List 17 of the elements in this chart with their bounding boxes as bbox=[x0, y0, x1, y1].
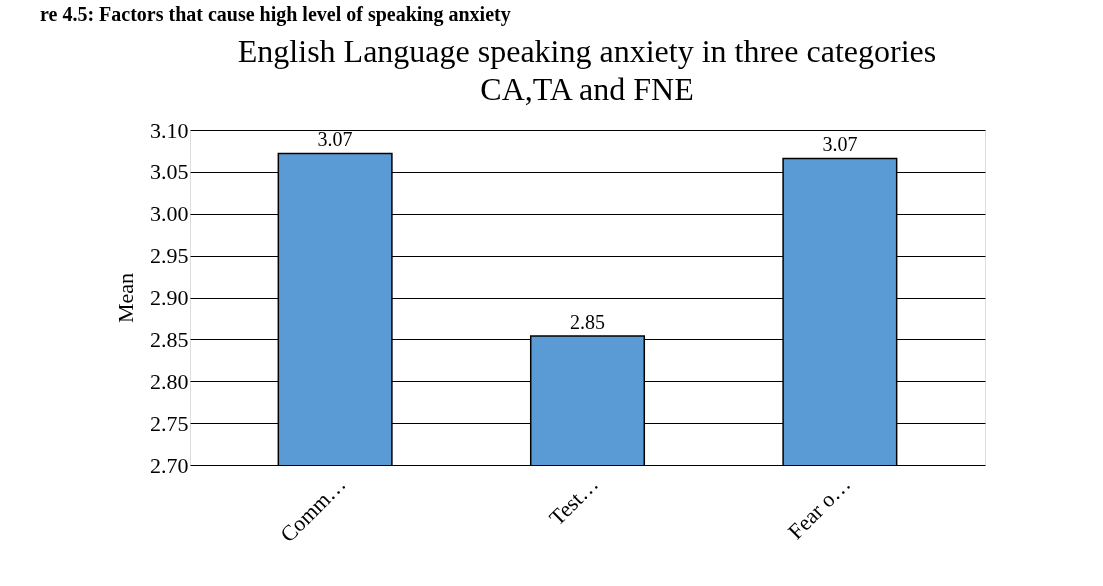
text: English Language speaking anxiety in three categories bbox=[237, 33, 937, 69]
data-label: 3.07 bbox=[317, 128, 353, 151]
y-tick-label: 2.90 bbox=[150, 285, 189, 310]
data-label: 2.85 bbox=[570, 311, 605, 334]
y-tick-label: 2.85 bbox=[150, 326, 189, 352]
y-tick-label: 2.75 bbox=[150, 410, 189, 436]
y-tick-label: 3.00 bbox=[150, 201, 189, 227]
y-tick-label: 2.95 bbox=[150, 243, 189, 269]
y-tick-label: 3.05 bbox=[150, 159, 189, 185]
y-tick-label: 2.80 bbox=[150, 368, 189, 394]
data-label: 3.07 bbox=[822, 133, 858, 156]
x-tick-label: Fear o… bbox=[782, 471, 856, 544]
text: re 4.5: Factors that cause high level of speaking anxiety bbox=[40, 3, 511, 26]
y-tick-label: 3.10 bbox=[150, 117, 189, 143]
y-axis-title: Mean bbox=[113, 272, 138, 324]
text: CA,TA and FNE bbox=[480, 71, 694, 107]
y-tick-label: 2.70 bbox=[150, 452, 189, 478]
